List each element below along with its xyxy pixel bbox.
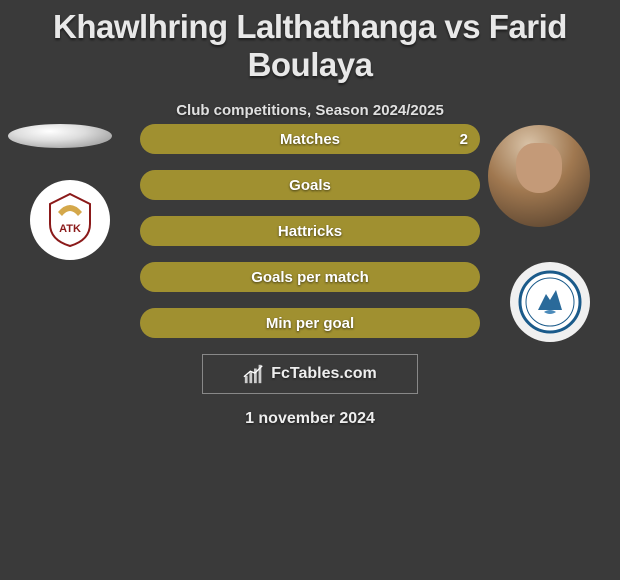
- comparison-title: Khawlhring Lalthathanga vs Farid Boulaya: [0, 0, 620, 84]
- snapshot-date: 1 november 2024: [0, 410, 620, 428]
- player-right-avatar: [488, 125, 590, 227]
- watermark: FcTables.com: [202, 354, 418, 394]
- stat-bar: Goals: [140, 170, 480, 200]
- stat-value-right: 2: [460, 131, 468, 148]
- stat-bar: Goals per match: [140, 262, 480, 292]
- club-right-logo-icon: [518, 270, 582, 334]
- stat-bar: Hattricks: [140, 216, 480, 246]
- svg-text:ATK: ATK: [59, 223, 81, 235]
- stat-bar: 2 Matches: [140, 124, 480, 154]
- club-left-badge: ATK: [30, 180, 110, 260]
- watermark-text: FcTables.com: [271, 365, 377, 383]
- atk-logo-icon: ATK: [40, 190, 100, 250]
- club-right-badge: [510, 262, 590, 342]
- stat-label: Min per goal: [266, 315, 354, 332]
- chart-icon: [243, 363, 265, 385]
- stat-label: Goals per match: [251, 269, 369, 286]
- stat-bar: Min per goal: [140, 308, 480, 338]
- stats-bars: 2 Matches Goals Hattricks Goals per match Min…: [140, 124, 480, 354]
- comparison-subtitle: Club competitions, Season 2024/2025: [0, 102, 620, 119]
- stat-label: Matches: [280, 131, 340, 148]
- player-left-avatar: [8, 124, 112, 148]
- stat-label: Hattricks: [278, 223, 342, 240]
- stat-label: Goals: [289, 177, 331, 194]
